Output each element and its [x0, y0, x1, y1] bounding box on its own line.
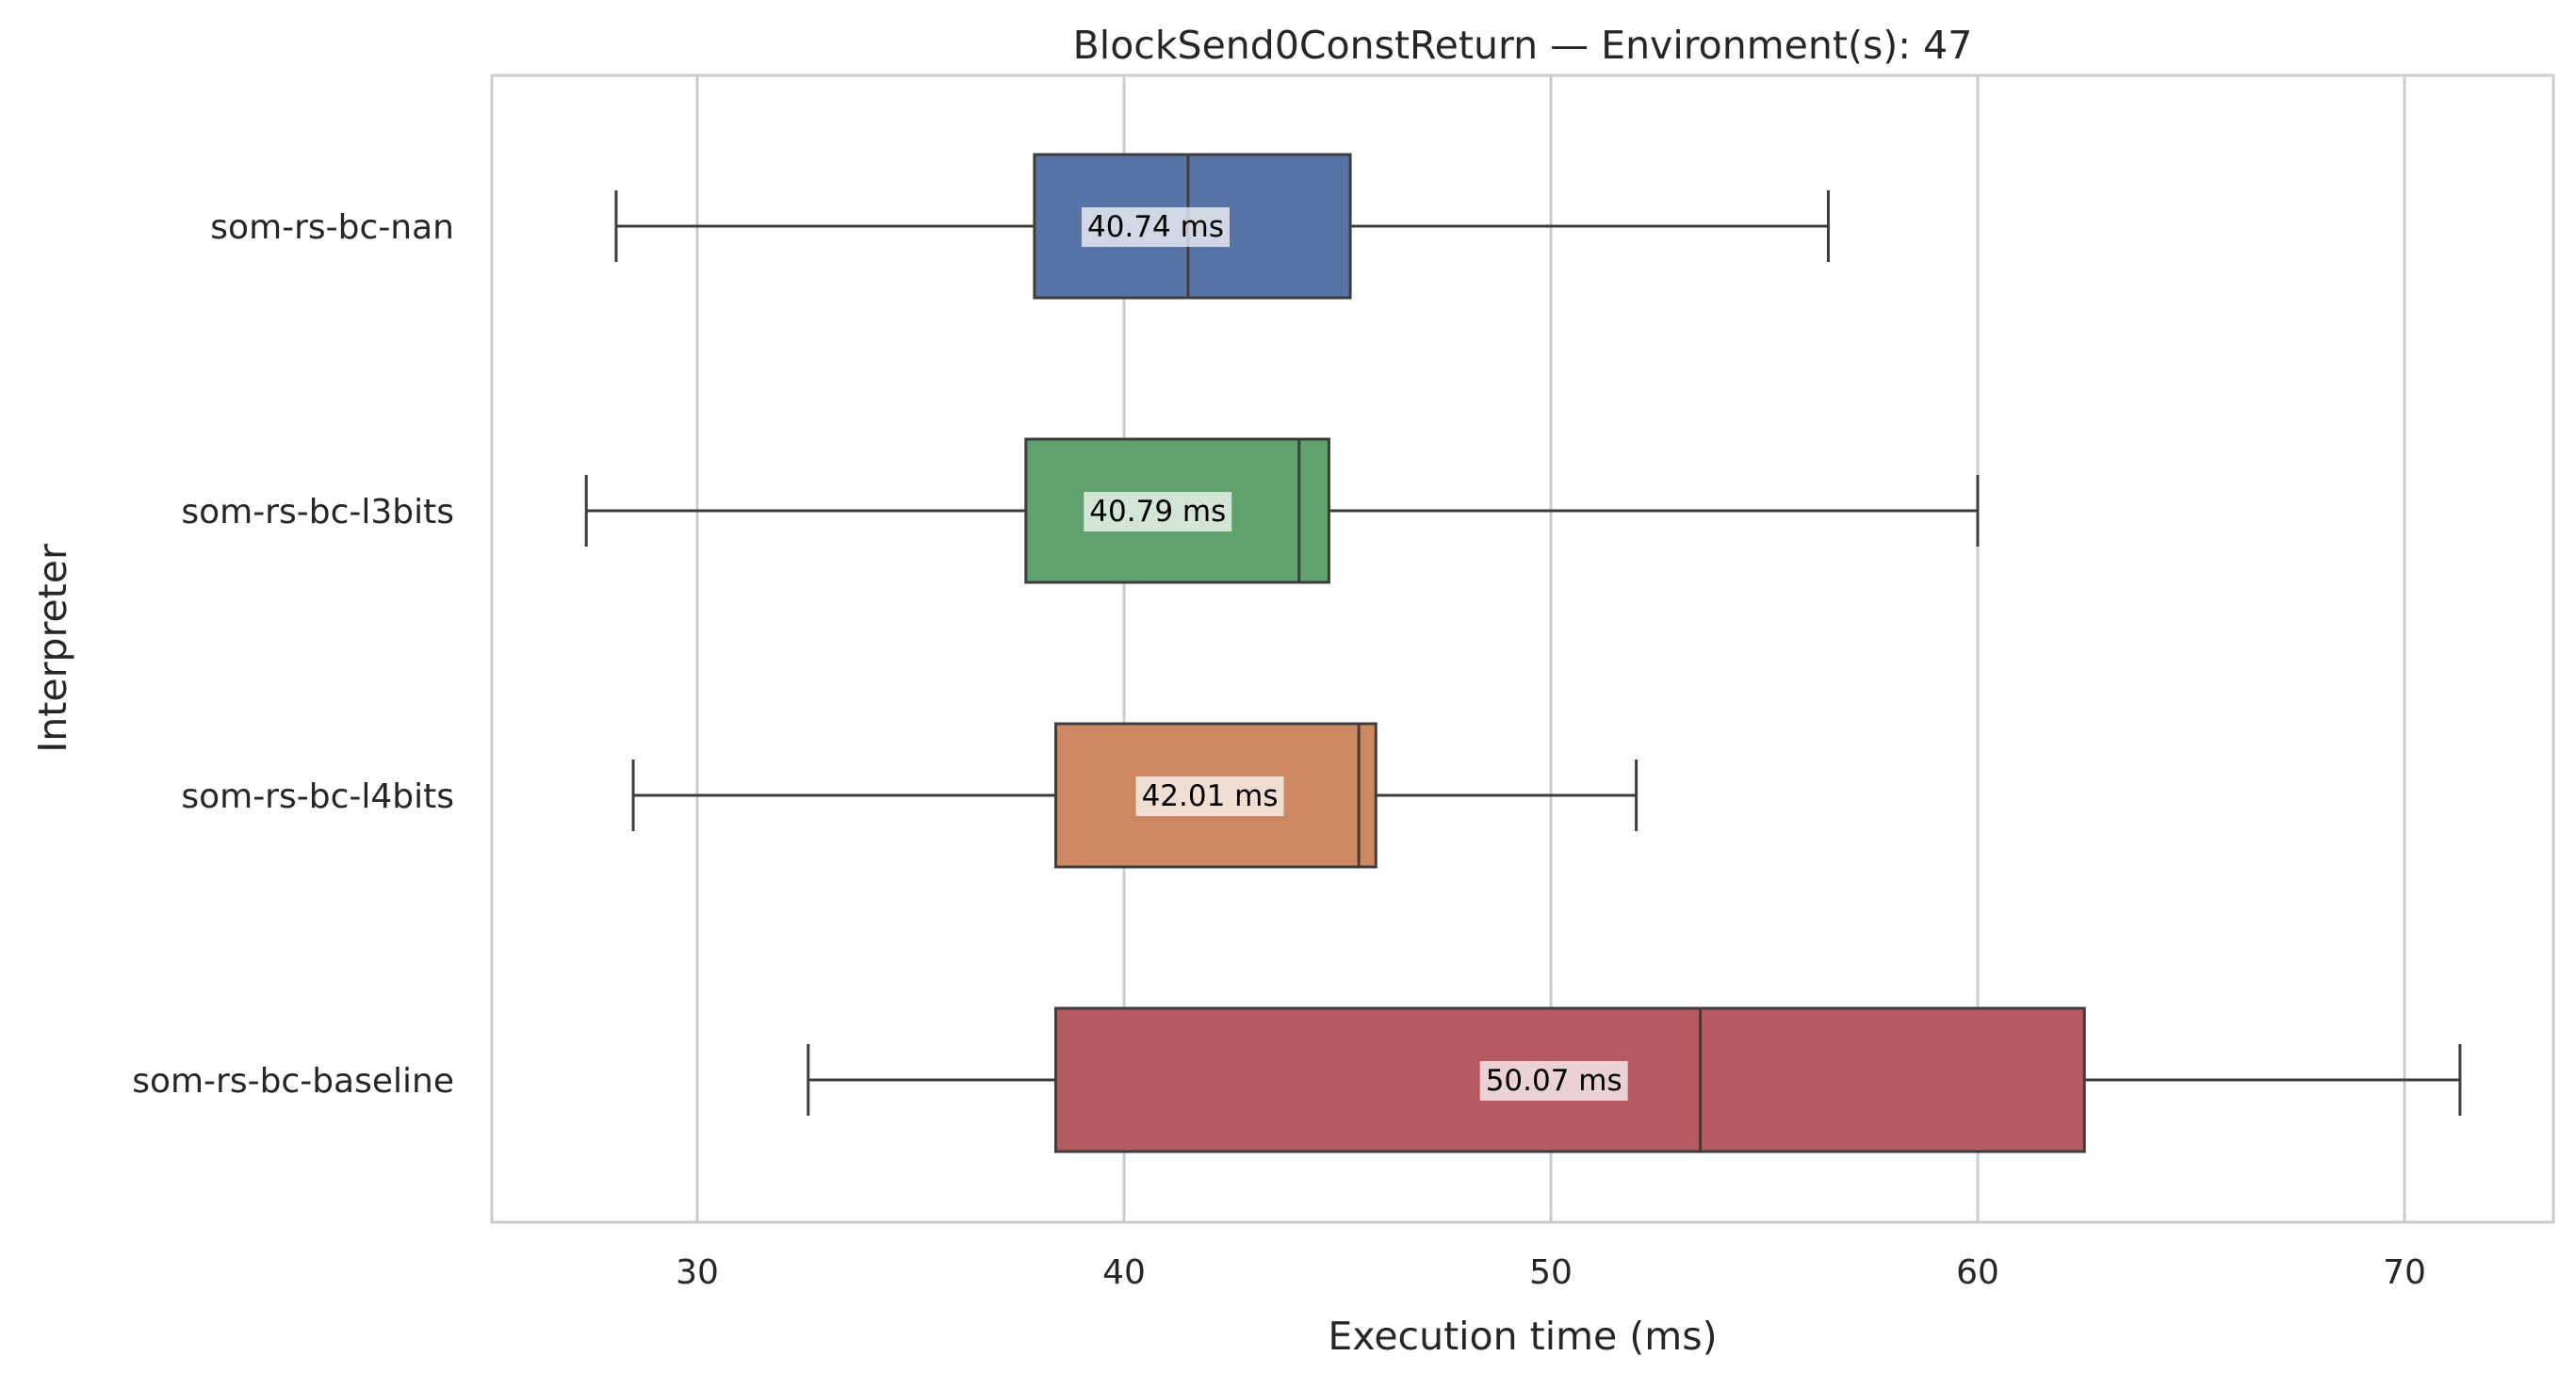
- mean-data-label: 50.07 ms: [1479, 1061, 1628, 1101]
- x-tick-label-40: 40: [1102, 1253, 1146, 1292]
- mean-data-label: 40.74 ms: [1082, 207, 1230, 247]
- y-category-label: som-rs-bc-baseline: [132, 1062, 454, 1101]
- y-axis-label: Interpreter: [30, 544, 75, 753]
- y-category-label: som-rs-bc-l3bits: [181, 493, 454, 531]
- plot-frame: [490, 74, 2555, 1224]
- mean-data-label: 42.01 ms: [1135, 776, 1284, 816]
- x-tick-label-50: 50: [1529, 1253, 1573, 1292]
- mean-data-label: 40.79 ms: [1084, 492, 1232, 531]
- y-category-label: som-rs-bc-l4bits: [181, 777, 454, 816]
- data-labels: 40.74 ms 40.79 ms 42.01 ms 50.07 ms: [1082, 207, 1628, 1101]
- y-category-label: som-rs-bc-nan: [210, 208, 454, 247]
- x-tick-label-30: 30: [676, 1253, 719, 1292]
- data-label-background: [1135, 776, 1284, 816]
- data-label-text: 50.07 ms: [1486, 1064, 1622, 1098]
- data-label-text: 42.01 ms: [1142, 779, 1279, 813]
- data-label-background: [1082, 207, 1230, 247]
- data-label-background: [1479, 1061, 1628, 1101]
- box-som-rs-bc-baseline: [807, 1006, 2462, 1153]
- data-label-text: 40.74 ms: [1087, 210, 1224, 244]
- x-axis-label: Execution time (ms): [1328, 1314, 1717, 1359]
- chart-title: BlockSend0ConstReturn — Environment(s): …: [1073, 23, 1973, 68]
- x-tick-labels: 30 40 50 60 70: [676, 1253, 2426, 1292]
- x-tick-label-60: 60: [1956, 1253, 1999, 1292]
- data-label-background: [1084, 492, 1232, 531]
- x-tick-label-70: 70: [2383, 1253, 2426, 1292]
- y-category-labels: som-rs-bc-nan som-rs-bc-l3bits som-rs-bc-l…: [132, 208, 454, 1101]
- data-label-text: 40.79 ms: [1089, 495, 1226, 529]
